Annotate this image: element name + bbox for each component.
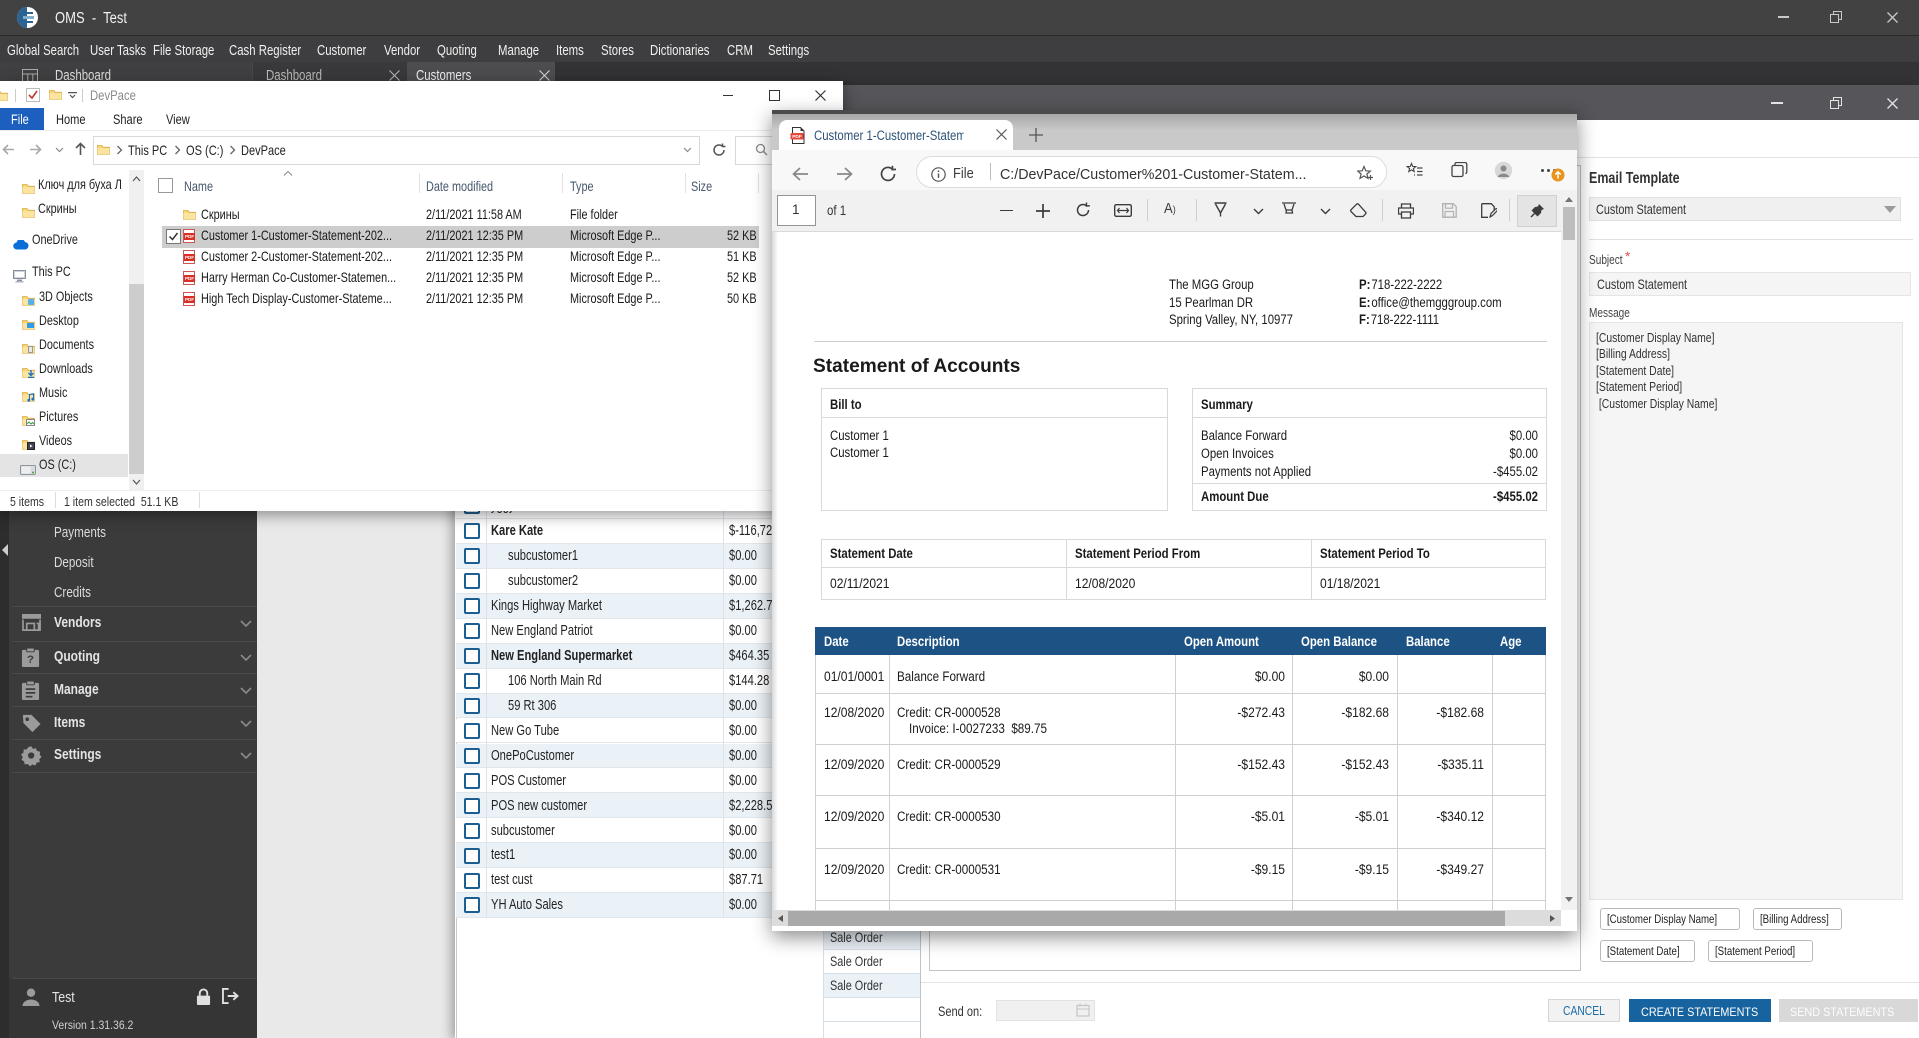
svg-text:PDF: PDF <box>792 134 802 140</box>
svg-text:?: ? <box>27 654 34 666</box>
